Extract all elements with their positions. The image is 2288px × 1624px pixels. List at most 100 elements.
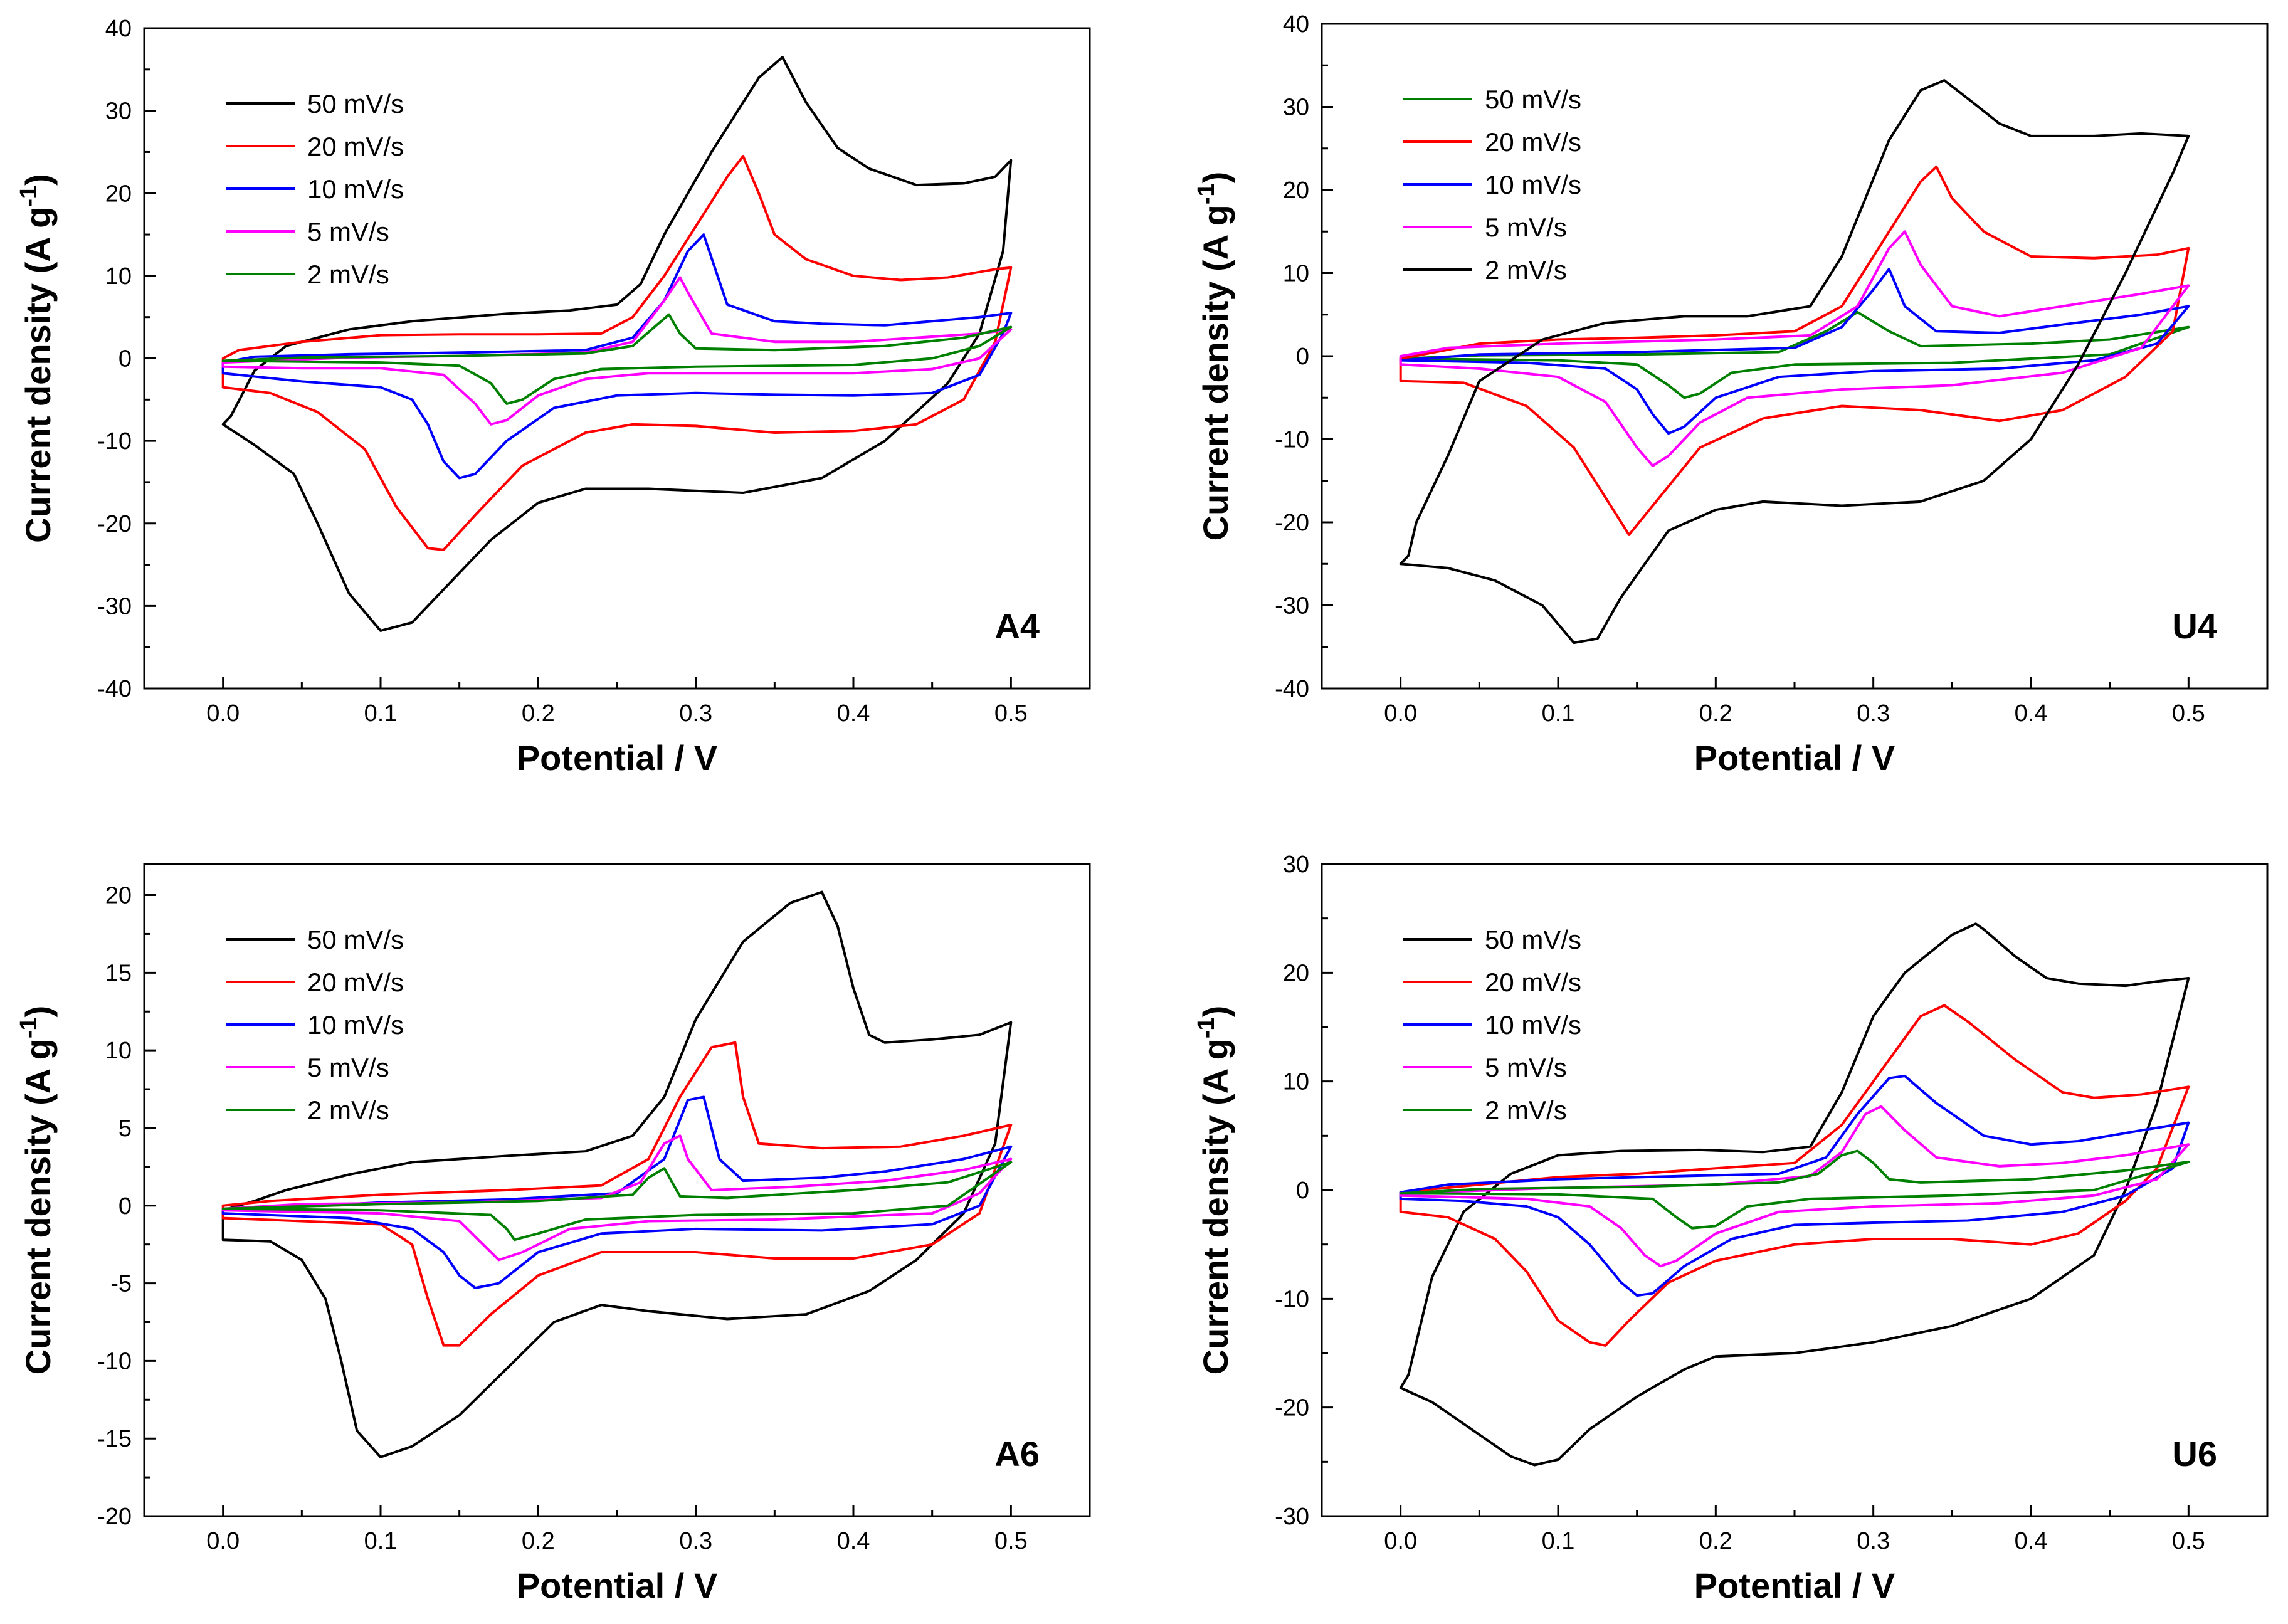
y-tick-label: 20	[1283, 177, 1309, 204]
series-5-mv-sline	[1399, 1105, 2190, 1268]
y-tick-label: 5	[119, 1115, 132, 1142]
series-50-mv-sline	[221, 890, 1013, 1458]
panel-a4: 0.0 0.1 0.2 0.3 0.4 0.5 -40 -30 -20 -10 0 10 20 30 40 P…	[16, 16, 1091, 778]
y-tick-label: -30	[1275, 1504, 1309, 1530]
legend-label: 10 mV/s	[307, 174, 404, 204]
x-tick-label: 0.3	[679, 1528, 712, 1554]
panel-a6: 0.0 0.1 0.2 0.3 0.4 0.5 -20 -15 -10 -5 0 5 10 15 20 Pot…	[16, 863, 1091, 1605]
legend-label: 20 mV/s	[307, 132, 404, 161]
x-tick-label: 0.5	[2172, 1528, 2205, 1554]
panel-u4: 0.0 0.1 0.2 0.3 0.4 0.5 -40 -30 -20 -10 0 10 20 30 40 P…	[1193, 11, 2269, 778]
legend-label: 20 mV/s	[1485, 127, 1581, 157]
series-10-mv-sline	[1399, 267, 2190, 435]
panel-label: A4	[994, 606, 1040, 646]
series-5-mv-sline	[221, 276, 1013, 426]
x-tick-label: 0.1	[364, 700, 398, 727]
legend-label: 5 mV/s	[307, 1053, 389, 1082]
y-tick-label: -10	[1275, 1286, 1309, 1312]
series-20-mv-sline	[1399, 165, 2190, 536]
x-tick-label: 0.4	[837, 700, 870, 727]
series-20-mv-sline	[221, 1041, 1013, 1347]
series-50-mv-sline	[221, 56, 1013, 632]
y-tick-label: 20	[105, 181, 132, 207]
x-tick-label: 0.5	[994, 1528, 1028, 1554]
x-tick-label: 0.3	[679, 700, 712, 727]
x-tick-label: 0.3	[1857, 700, 1890, 727]
x-tick-label: 0.2	[522, 1528, 555, 1554]
y-tick-label: -20	[1275, 1395, 1309, 1421]
legend-label: 2 mV/s	[307, 1095, 389, 1125]
y-tick-label: -40	[97, 676, 132, 702]
x-tick-label: 0.4	[2015, 700, 2048, 727]
series-2-mv-sline	[1399, 79, 2190, 645]
x-tick-label: 0.0	[1384, 1528, 1417, 1554]
panel-label: U6	[2172, 1434, 2217, 1474]
x-tick-label: 0.2	[1699, 700, 1732, 727]
y-tick-label: 0	[119, 346, 132, 372]
x-tick-label: 0.2	[1699, 1528, 1732, 1554]
x-axis-title: Potential / V	[1694, 1566, 1895, 1605]
x-tick-label: 0.5	[2172, 700, 2205, 727]
y-tick-label: 10	[1283, 1069, 1309, 1095]
x-tick-label: 0.4	[837, 1528, 870, 1554]
y-tick-label: -20	[1275, 510, 1309, 536]
y-tick-label: 20	[1283, 960, 1309, 986]
y-tick-label: -5	[110, 1271, 132, 1297]
legend-label: 10 mV/s	[1485, 1010, 1581, 1040]
y-tick-label: 15	[105, 960, 132, 986]
legend-label: 5 mV/s	[307, 217, 389, 246]
y-tick-label: 30	[1283, 852, 1309, 878]
y-tick-label: 20	[105, 883, 132, 909]
x-tick-label: 0.1	[1542, 1528, 1575, 1554]
panel-u6: 0.0 0.1 0.2 0.3 0.4 0.5 -30 -20 -10 0 10 20 30 Potent…	[1193, 852, 2269, 1605]
x-tick-label: 0.1	[364, 1528, 398, 1554]
legend-label: 20 mV/s	[1485, 968, 1581, 997]
panel-label: A6	[994, 1434, 1040, 1474]
legend-label: 50 mV/s	[1485, 925, 1581, 954]
x-tick-label: 0.3	[1857, 1528, 1890, 1554]
x-axis-title: Potential / V	[1694, 738, 1895, 778]
legend-label: 50 mV/s	[1485, 85, 1581, 114]
y-axis-title: Current density (A g-1)	[1193, 1006, 1235, 1375]
y-tick-label: 40	[1283, 11, 1309, 38]
y-tick-label: -20	[97, 511, 132, 537]
y-tick-label: -10	[97, 1348, 132, 1374]
x-axis-title: Potential / V	[517, 1566, 718, 1605]
x-tick-label: 0.0	[1384, 700, 1417, 727]
legend-label: 20 mV/s	[307, 968, 404, 997]
legend-label: 50 mV/s	[307, 925, 404, 954]
series-5-mv-sline	[1399, 230, 2190, 467]
series-50-mv-sline	[1399, 310, 2190, 399]
y-axis-title: Current density (A g-1)	[16, 174, 58, 543]
series-20-mv-sline	[221, 155, 1013, 551]
series-2-mv-sline	[221, 313, 1013, 405]
series-20-mv-sline	[1399, 1004, 2190, 1347]
y-tick-label: -15	[97, 1426, 132, 1452]
y-tick-label: 30	[1283, 95, 1309, 121]
y-tick-label: 0	[1296, 344, 1309, 370]
y-tick-label: -30	[97, 593, 132, 620]
legend-label: 2 mV/s	[307, 260, 389, 289]
y-tick-label: 0	[1296, 1178, 1309, 1204]
legend-label: 10 mV/s	[1485, 170, 1581, 199]
y-tick-label: 30	[105, 98, 132, 125]
series-10-mv-sline	[221, 233, 1013, 480]
y-tick-label: 10	[105, 1038, 132, 1064]
x-tick-label: 0.4	[2015, 1528, 2048, 1554]
x-tick-label: 0.1	[1542, 700, 1575, 727]
y-tick-label: -20	[97, 1504, 132, 1530]
legend-label: 50 mV/s	[307, 89, 404, 119]
legend-label: 2 mV/s	[1485, 255, 1567, 285]
legend-label: 10 mV/s	[307, 1010, 404, 1040]
y-tick-label: -30	[1275, 593, 1309, 620]
panel-label: U4	[2172, 606, 2217, 646]
y-axis-title: Current density (A g-1)	[1193, 172, 1235, 541]
y-tick-label: -10	[97, 428, 132, 455]
y-tick-label: 10	[1283, 261, 1309, 287]
x-axis-title: Potential / V	[517, 738, 718, 778]
legend-label: 5 mV/s	[1485, 1053, 1567, 1082]
x-tick-label: 0.2	[522, 700, 555, 727]
series-10-mv-sline	[221, 1095, 1013, 1289]
y-tick-label: 0	[119, 1193, 132, 1220]
